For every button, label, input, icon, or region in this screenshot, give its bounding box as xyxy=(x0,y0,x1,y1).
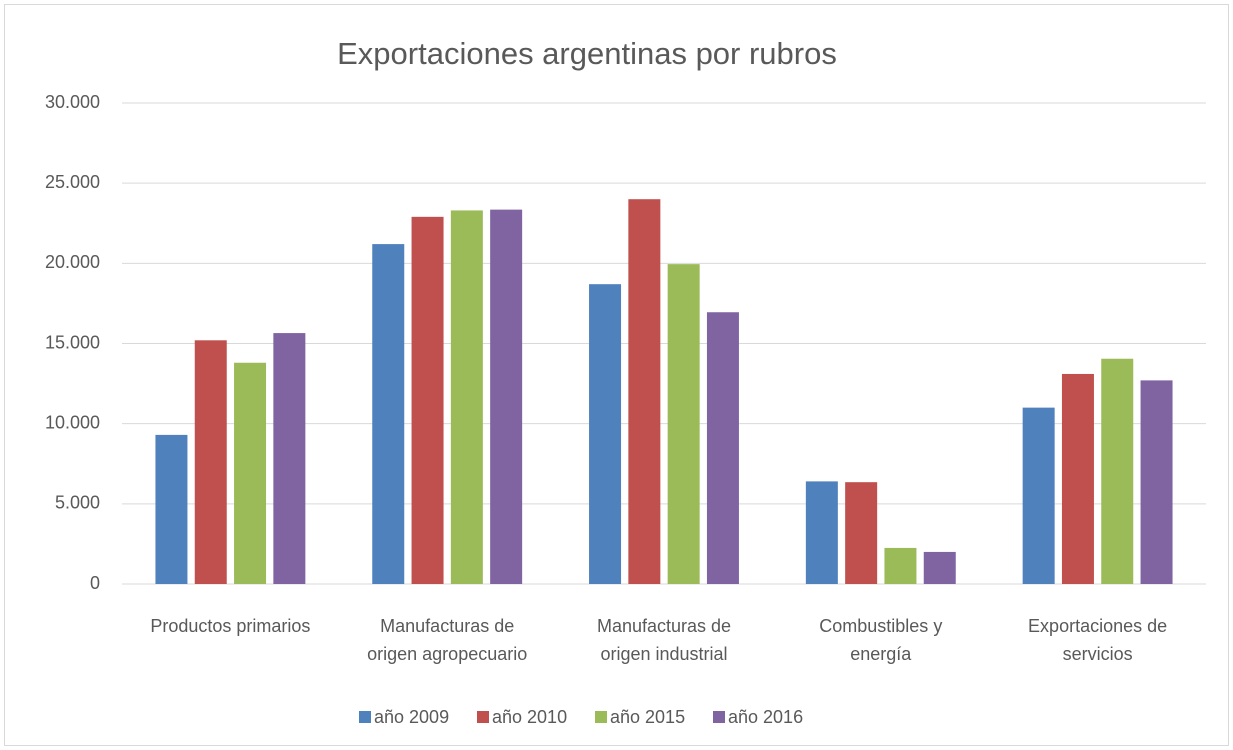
legend-label: año 2009 xyxy=(374,707,449,727)
bar xyxy=(1061,373,1094,584)
bar xyxy=(372,244,405,585)
y-tick-label: 15.000 xyxy=(45,332,100,352)
chart-title: Exportaciones argentinas por rubros xyxy=(337,36,837,71)
x-tick-label: Manufacturas de origen industrial xyxy=(597,616,731,664)
bar xyxy=(628,199,661,584)
legend-swatch xyxy=(595,711,607,723)
y-tick-label: 25.000 xyxy=(45,172,100,192)
bar xyxy=(450,210,483,584)
legend-label: año 2010 xyxy=(492,707,567,727)
bar xyxy=(1022,407,1055,584)
bar xyxy=(884,547,917,584)
x-tick-label: Manufacturas de origen agropecuario xyxy=(367,616,527,664)
bar xyxy=(273,333,306,584)
y-tick-label: 0 xyxy=(90,573,100,593)
bar xyxy=(706,312,739,584)
legend-swatch xyxy=(359,711,371,723)
bar xyxy=(234,362,267,584)
legend-label: año 2015 xyxy=(610,707,685,727)
legend-swatch xyxy=(477,711,489,723)
bar xyxy=(667,264,700,584)
y-tick-label: 5.000 xyxy=(55,493,100,513)
bar xyxy=(490,209,523,584)
y-tick-label: 10.000 xyxy=(45,412,100,432)
bar xyxy=(1101,358,1134,584)
bar xyxy=(1140,380,1173,584)
legend-label: año 2016 xyxy=(728,707,803,727)
bar xyxy=(805,481,838,584)
x-tick-label: Exportaciones de servicios xyxy=(1028,616,1167,664)
x-tick-label: Combustibles y energía xyxy=(819,616,942,664)
x-tick-label: Productos primarios xyxy=(150,616,310,636)
bar xyxy=(845,482,878,584)
bar xyxy=(923,551,956,584)
y-tick-label: 20.000 xyxy=(45,252,100,272)
legend-swatch xyxy=(713,711,725,723)
bar xyxy=(411,216,444,584)
bar xyxy=(589,284,622,584)
bar xyxy=(155,434,188,584)
y-tick-label: 30.000 xyxy=(45,92,100,112)
bar xyxy=(194,340,227,584)
